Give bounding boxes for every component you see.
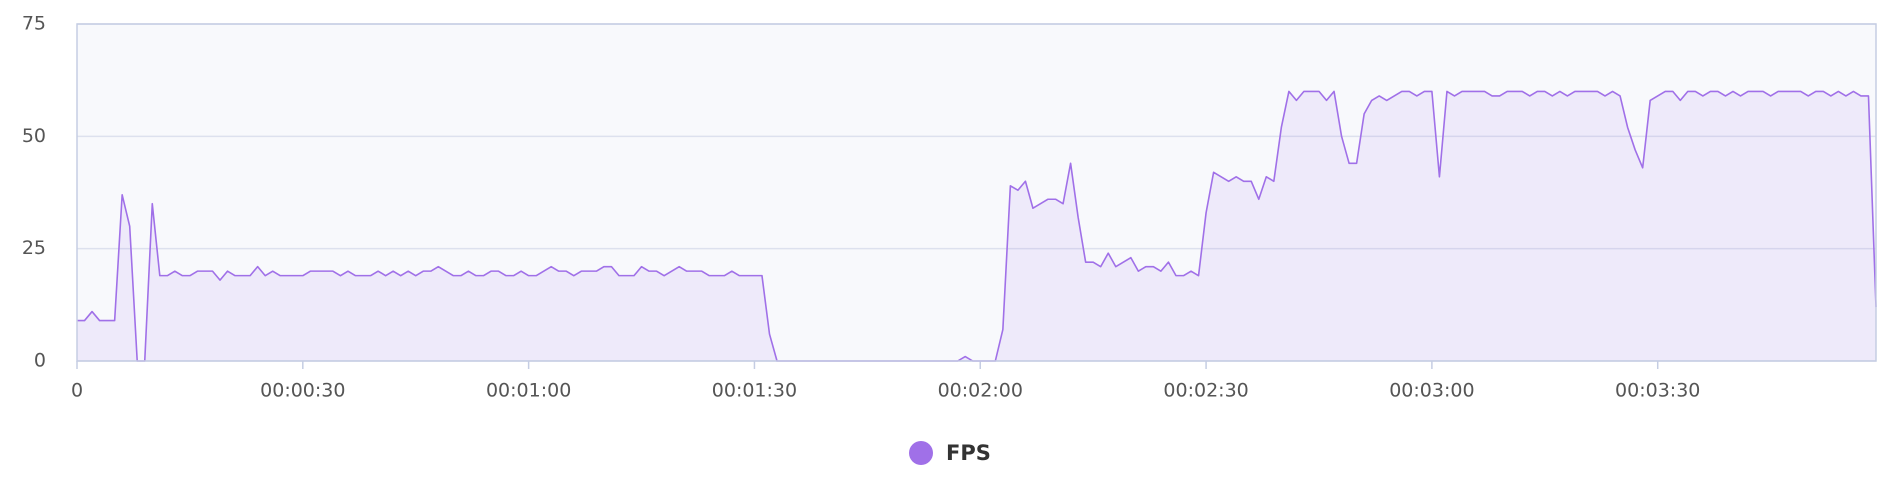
x-tick-label: 00:00:30 [260, 380, 345, 402]
x-tick-label: 00:02:00 [938, 380, 1023, 402]
y-tick-label: 25 [22, 237, 46, 259]
x-tick-label: 00:03:30 [1615, 380, 1700, 402]
y-tick-label: 50 [22, 125, 46, 147]
x-tick-label: 00:03:00 [1389, 380, 1474, 402]
x-tick-label: 00:01:00 [486, 380, 571, 402]
plot-border [76, 23, 1877, 362]
area [77, 91, 1876, 362]
y-tick-label: 0 [34, 350, 46, 372]
plot-background [77, 24, 1876, 361]
x-tick-label: 00:02:30 [1163, 380, 1248, 402]
y-tick-label: 75 [22, 13, 46, 35]
x-tick-label: 00:01:30 [712, 380, 797, 402]
x-tick-label: 0 [71, 380, 83, 402]
legend-marker [909, 441, 933, 465]
legend-label: FPS [946, 441, 991, 465]
